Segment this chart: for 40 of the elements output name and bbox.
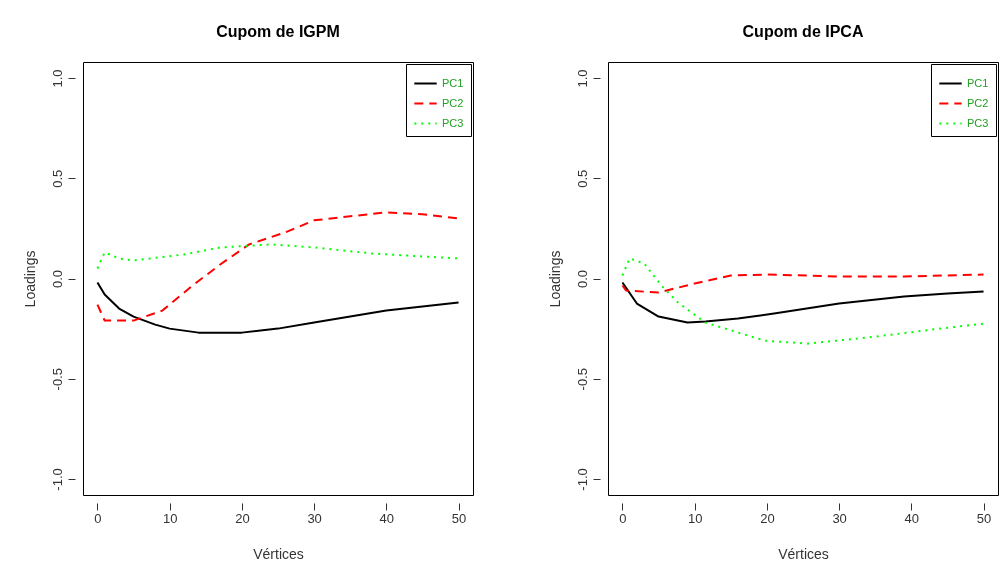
legend-label: PC2 <box>967 96 989 109</box>
y-tick-label: -1.0 <box>49 468 65 491</box>
line-series <box>96 211 460 322</box>
x-tick-label: 10 <box>162 510 178 526</box>
x-tick-label: 30 <box>307 510 322 526</box>
x-tick-label: 50 <box>976 510 992 526</box>
y-tick-label: -0.5 <box>574 368 590 391</box>
line-series <box>96 281 460 334</box>
legend-label: PC2 <box>442 96 464 109</box>
y-axis-title: Loadings <box>546 250 563 308</box>
x-tick-label: 30 <box>832 510 847 526</box>
line-series <box>621 257 985 345</box>
x-tick-label: 20 <box>760 510 775 526</box>
x-tick-label: 10 <box>687 510 703 526</box>
line-series <box>621 273 985 294</box>
x-tick-label: 0 <box>94 510 102 526</box>
line-series <box>96 243 460 270</box>
y-tick-label: -0.5 <box>49 368 65 391</box>
x-tick-label: 50 <box>451 510 467 526</box>
y-tick-label: 0.5 <box>49 169 65 188</box>
legend-label: PC3 <box>442 116 464 129</box>
y-tick-label: 0.0 <box>49 269 65 289</box>
y-axis-title: Loadings <box>21 250 38 308</box>
y-tick-label: 1.0 <box>574 69 590 88</box>
chart-title: Cupom de IPCA <box>742 23 864 40</box>
legend-label: PC1 <box>967 76 989 89</box>
y-tick-label: 0.5 <box>574 169 590 188</box>
y-tick-label: 0.0 <box>574 269 590 289</box>
x-tick-label: 20 <box>235 510 250 526</box>
legend-label: PC3 <box>967 116 989 129</box>
y-tick-label: -1.0 <box>574 468 590 491</box>
x-axis-title: Vértices <box>253 545 304 562</box>
x-tick-label: 40 <box>379 510 395 526</box>
y-tick-label: 1.0 <box>49 69 65 88</box>
x-axis-title: Vértices <box>778 545 829 562</box>
line-series <box>621 281 985 324</box>
x-tick-label: 0 <box>619 510 627 526</box>
legend-label: PC1 <box>442 76 464 89</box>
chart-title: Cupom de IGPM <box>216 23 340 40</box>
x-tick-label: 40 <box>904 510 920 526</box>
